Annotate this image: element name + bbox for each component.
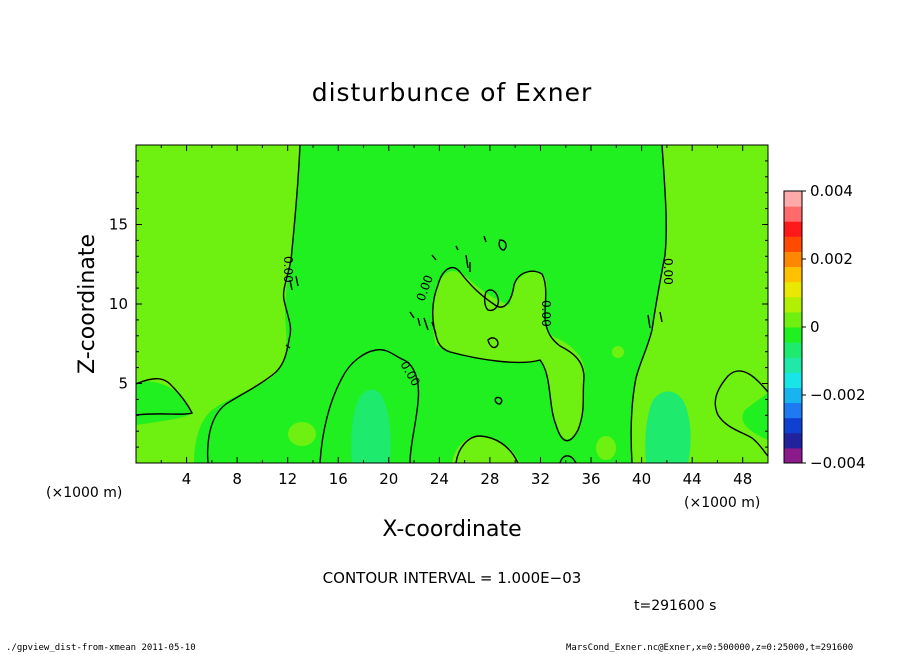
contour-mid-right-tip bbox=[559, 455, 577, 463]
colorbar-swatch bbox=[784, 447, 802, 464]
x-axis: 4 8 12 16 20 24 28 32 36 40 44 48 bbox=[160, 145, 752, 488]
colorbar: 0.004 0.002 0 −0.002 −0.004 bbox=[783, 182, 866, 472]
colorbar-tick-label: −0.002 bbox=[810, 386, 866, 404]
x-tick-label: 48 bbox=[733, 470, 752, 488]
colorbar-swatch bbox=[784, 402, 802, 419]
x-axis-title: X-coordinate bbox=[382, 517, 521, 542]
contour-spike-1 bbox=[465, 254, 471, 272]
contour-cell-2 bbox=[498, 239, 507, 251]
chart-title: disturbunce of Exner bbox=[312, 78, 593, 107]
x-tick-label: 32 bbox=[531, 470, 550, 488]
contour-left-edge bbox=[136, 378, 193, 416]
colorbar-swatch bbox=[784, 281, 802, 298]
y-axis: 5 10 15 bbox=[109, 160, 768, 448]
footer-right: MarsCond_Exner.nc@Exner,x=0:500000,z=0:2… bbox=[566, 643, 854, 653]
contour-cell-4 bbox=[409, 311, 437, 335]
colorbar-swatch bbox=[784, 342, 802, 358]
x-tick-label: 8 bbox=[232, 470, 242, 488]
x-tick-label: 12 bbox=[278, 470, 297, 488]
x-tick-label: 24 bbox=[430, 470, 449, 488]
x-tick-label: 16 bbox=[329, 470, 348, 488]
colorbar-tick-label: 0.002 bbox=[810, 250, 853, 268]
y-tick-label: 10 bbox=[109, 295, 128, 313]
time-text: t=291600 s bbox=[634, 598, 716, 614]
x-tick-label: 20 bbox=[379, 470, 398, 488]
contour-cell-6 bbox=[647, 311, 663, 329]
x-tick-label: 40 bbox=[632, 470, 651, 488]
blob-small-2 bbox=[596, 436, 616, 460]
colorbar-tick-label: −0.004 bbox=[810, 454, 866, 472]
contour-lines bbox=[136, 145, 768, 463]
contour-center-upper bbox=[432, 267, 585, 442]
colorbar-tick-label: 0 bbox=[810, 318, 820, 336]
x-unit-right: (×1000 m) bbox=[684, 495, 760, 511]
x-tick-label: 4 bbox=[182, 470, 192, 488]
x-tick-label: 36 bbox=[581, 470, 600, 488]
region-bottom-mid bbox=[452, 435, 520, 463]
colorbar-swatch bbox=[784, 327, 802, 343]
x-tick-label: 28 bbox=[480, 470, 499, 488]
contour-right-edge bbox=[714, 370, 768, 457]
contour-left-bottom bbox=[319, 348, 420, 463]
contour-cell-7 bbox=[483, 235, 487, 243]
x-unit-left: (×1000 m) bbox=[46, 485, 122, 501]
region-right bbox=[631, 145, 768, 463]
y-axis-title: Z-coordinate bbox=[75, 234, 100, 374]
region-center bbox=[431, 271, 585, 440]
colorbar-swatch bbox=[784, 372, 802, 388]
y-tick-label: 5 bbox=[118, 375, 128, 393]
y-tick-label: 15 bbox=[109, 216, 128, 234]
contour-label-5: 0.00 bbox=[539, 300, 553, 327]
footer-left: ./gpview_dist-from-xmean 2011-05-10 bbox=[6, 643, 196, 653]
contour-cell-3 bbox=[494, 396, 503, 405]
contour-cell-9 bbox=[487, 337, 499, 349]
contour-label-1: 0.00 bbox=[281, 256, 295, 283]
colorbar-swatch bbox=[784, 191, 802, 207]
neg-region-1 bbox=[351, 389, 391, 463]
contour-interval-text: CONTOUR INTERVAL = 1.000E−03 bbox=[323, 569, 582, 587]
x-tick-label: 44 bbox=[683, 470, 702, 488]
colorbar-swatch bbox=[784, 236, 802, 252]
plot-area: 0.00 0.00 0.00 0.00 0.00 bbox=[136, 145, 768, 463]
colorbar-swatch bbox=[784, 311, 802, 328]
colorbar-swatch bbox=[784, 251, 802, 268]
contour-cell-5 bbox=[285, 275, 299, 349]
colorbar-swatch bbox=[784, 357, 802, 373]
colorbar-swatch bbox=[784, 417, 802, 434]
negative-regions bbox=[351, 389, 691, 463]
blob-small-1 bbox=[288, 422, 316, 446]
colorbar-swatch bbox=[784, 387, 802, 404]
colorbar-tick-label: 0.004 bbox=[810, 182, 853, 200]
colorbar-swatch bbox=[784, 206, 802, 222]
colorbar-swatch bbox=[784, 432, 802, 449]
neg-region-2 bbox=[645, 391, 691, 463]
contour-left-main bbox=[206, 145, 301, 463]
colorbar-swatch bbox=[784, 221, 802, 237]
blob-small-3 bbox=[612, 346, 624, 358]
contour-right-main bbox=[630, 145, 667, 463]
colorbar-swatch bbox=[784, 266, 802, 283]
contour-bottom-mid bbox=[455, 435, 519, 463]
contour-label-2: 0.00 bbox=[661, 258, 675, 285]
colorbar-swatch bbox=[784, 296, 802, 313]
contour-cell-1 bbox=[483, 289, 500, 312]
contour-cell-8 bbox=[431, 245, 459, 261]
